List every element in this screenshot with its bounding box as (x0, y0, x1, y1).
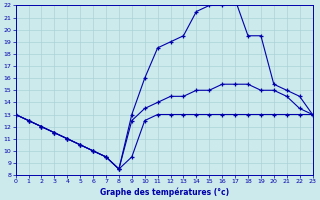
X-axis label: Graphe des températures (°c): Graphe des températures (°c) (100, 187, 229, 197)
